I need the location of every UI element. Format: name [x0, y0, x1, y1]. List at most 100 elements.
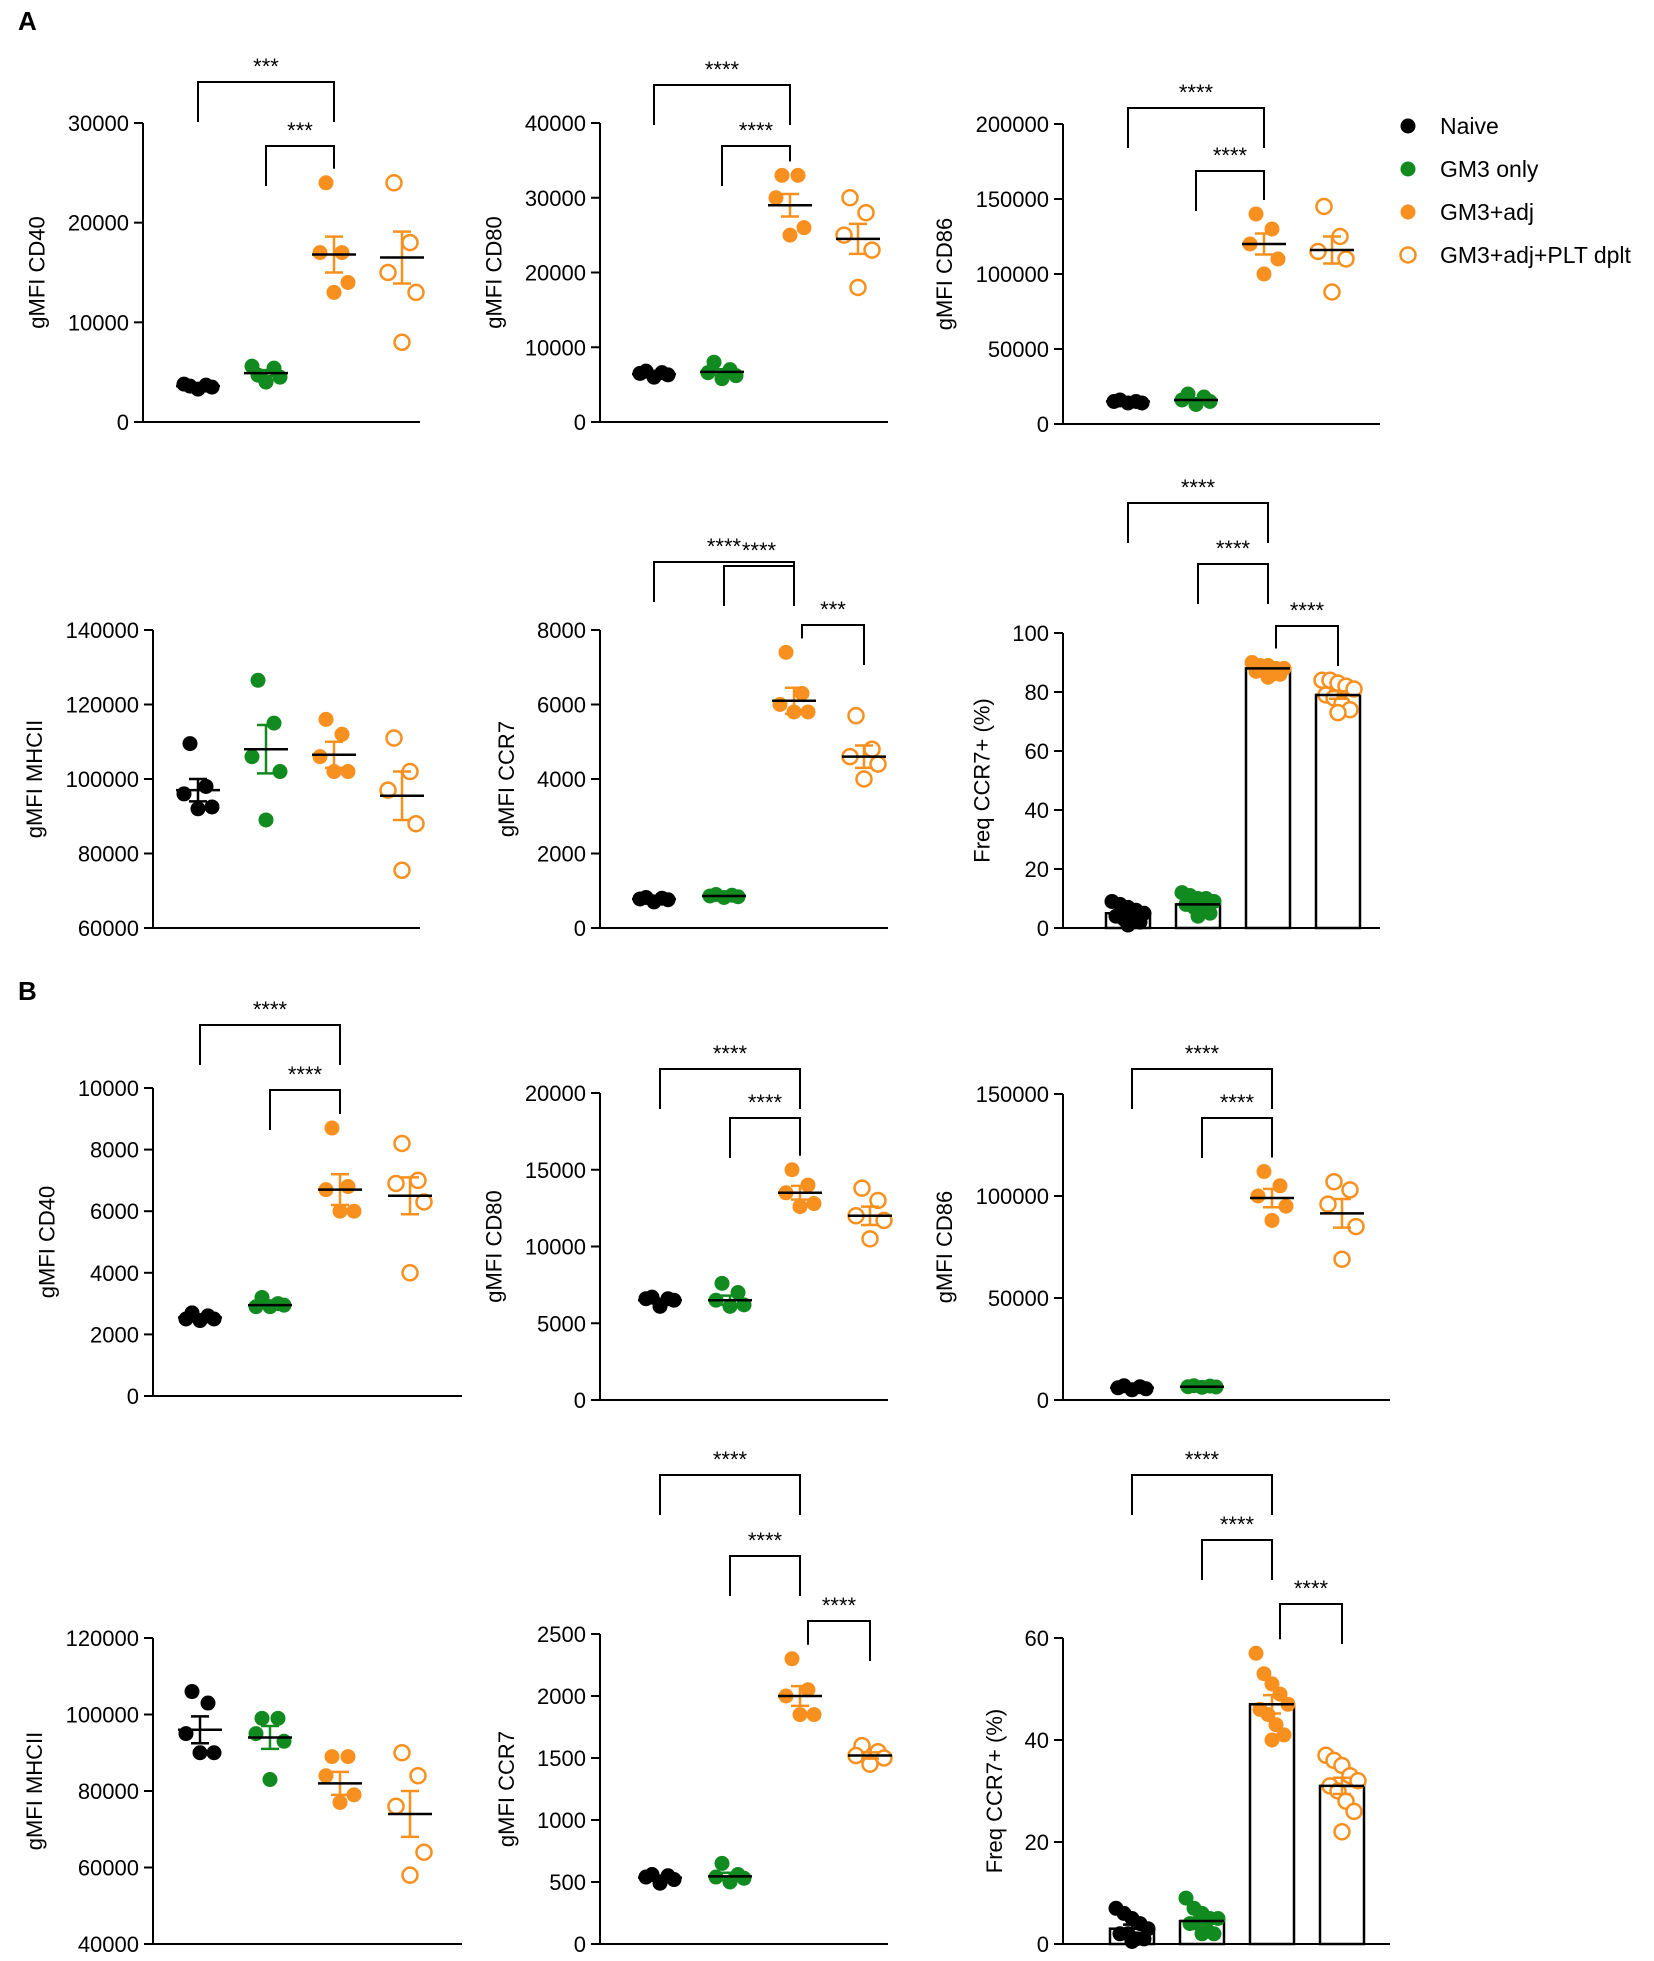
point-plt: [1319, 1195, 1337, 1213]
legend-label-plt: GM3+adj+PLT dplt: [1440, 242, 1632, 268]
point-gm3: [1210, 1911, 1226, 1926]
point-plt: [1349, 1772, 1367, 1790]
point-gm3adj: [1272, 1178, 1288, 1194]
point-gm3: [1194, 1926, 1210, 1942]
point-gm3adj: [324, 1120, 340, 1136]
point-gm3adj: [782, 227, 798, 243]
y-tick-label: 40000: [78, 1932, 139, 1957]
point-plt: [869, 1191, 887, 1210]
point-naive: [646, 894, 662, 910]
point-gm3adj: [312, 245, 328, 261]
point-plt: [385, 729, 403, 747]
significance-bracket: [723, 565, 795, 606]
point-gm3adj: [806, 1707, 822, 1723]
point-naive: [1124, 1382, 1140, 1398]
point-plt: [849, 278, 867, 297]
point-gm3adj: [778, 644, 794, 660]
point-naive: [1134, 395, 1150, 411]
point-gm3adj: [772, 697, 788, 712]
point-plt: [1323, 283, 1341, 301]
point-gm3adj: [1264, 1732, 1280, 1748]
point-gm3: [270, 1710, 286, 1726]
y-axis-title: gMFI CD40: [35, 1186, 60, 1298]
chart-b-cd80: 0 5000 10000 15000 20000 gMFI CD80 ********: [482, 1041, 893, 1413]
point-gm3adj: [324, 1749, 340, 1765]
point-gm3adj: [800, 704, 816, 720]
significance-bracket: [1201, 1539, 1273, 1580]
point-gm3adj: [340, 1179, 356, 1195]
significance-bracket: [807, 1620, 871, 1661]
point-gm3: [266, 715, 282, 731]
significance-bracket: [265, 145, 335, 186]
y-tick-label: 0: [574, 916, 586, 941]
point-plt: [409, 1171, 427, 1190]
significance-label: ****: [1185, 1041, 1220, 1066]
point-gm3: [244, 749, 260, 765]
y-tick-label: 0: [127, 1384, 139, 1409]
point-gm3: [714, 1855, 730, 1871]
point-gm3adj: [1260, 669, 1276, 685]
point-plt: [401, 1866, 419, 1884]
point-gm3adj: [332, 1203, 348, 1219]
significance-label: ****: [739, 118, 774, 143]
point-naive: [1132, 914, 1148, 930]
legend: Naive GM3 only GM3+adj GM3+adj+PLT dplt: [1399, 113, 1632, 268]
y-tick-label: 50000: [988, 1286, 1049, 1311]
point-gm3adj: [1264, 1676, 1280, 1692]
significance-label: ****: [1185, 1447, 1220, 1472]
point-plt: [393, 1744, 411, 1762]
point-plt: [863, 740, 881, 758]
chart-b-ccr7: 0 500 1000 1500 2000 2500 gMFI CCR7 **** **** ***…: [494, 1447, 893, 1957]
significance-bracket: [659, 1474, 801, 1515]
significance-bracket: [199, 1024, 341, 1065]
significance-label: ****: [742, 538, 777, 563]
y-tick-label: 2000: [90, 1322, 139, 1347]
point-plt: [401, 233, 419, 252]
y-tick-label: 80000: [78, 842, 139, 867]
y-tick-label: 60: [1025, 739, 1049, 764]
y-tick-label: 5000: [537, 1311, 586, 1336]
y-tick-label: 500: [549, 1870, 586, 1895]
point-plt: [1345, 1802, 1363, 1821]
y-tick-label: 0: [574, 1388, 586, 1413]
panel-label-a: A: [18, 6, 37, 36]
y-axis-title: gMFI CD86: [932, 1191, 957, 1303]
significance-label: ****: [1213, 143, 1248, 168]
point-gm3adj: [806, 1196, 822, 1212]
point-plt: [415, 1193, 433, 1211]
point-gm3adj: [784, 1162, 800, 1178]
point-plt: [1345, 680, 1363, 698]
significance-label: ****: [707, 534, 742, 559]
significance-label: ****: [1179, 80, 1214, 105]
point-gm3: [1202, 905, 1218, 921]
significance-bracket: [721, 145, 791, 186]
significance-bracket: [1195, 170, 1265, 211]
point-gm3adj: [792, 1199, 808, 1215]
significance-label: ****: [1181, 475, 1216, 500]
y-tick-label: 20: [1025, 857, 1049, 882]
y-tick-label: 140000: [66, 618, 139, 643]
y-axis-title: gMFI CD86: [932, 218, 957, 330]
y-tick-label: 20: [1025, 1830, 1049, 1855]
point-gm3: [248, 1299, 264, 1315]
point-plt: [379, 263, 397, 282]
point-gm3: [1190, 908, 1206, 924]
point-plt: [401, 1264, 419, 1282]
significance-bracket: [729, 1555, 801, 1596]
point-gm3adj: [318, 1768, 334, 1784]
point-naive: [198, 778, 214, 794]
point-gm3adj: [346, 1787, 362, 1803]
legend-label-naive: Naive: [1440, 113, 1499, 139]
point-gm3adj: [312, 749, 328, 765]
y-tick-label: 2500: [537, 1622, 586, 1647]
y-tick-label: 0: [117, 410, 129, 435]
y-tick-label: 10000: [525, 335, 586, 360]
significance-bracket: [1127, 502, 1269, 543]
point-gm3adj: [334, 245, 350, 261]
legend-label-gm3adj: GM3+adj: [1440, 199, 1534, 225]
y-tick-label: 200000: [976, 112, 1049, 137]
significance-label: ***: [820, 597, 846, 622]
point-gm3: [244, 358, 260, 374]
y-tick-label: 0: [1037, 412, 1049, 437]
y-axis-title: Freq CCR7+ (%): [982, 1709, 1007, 1873]
